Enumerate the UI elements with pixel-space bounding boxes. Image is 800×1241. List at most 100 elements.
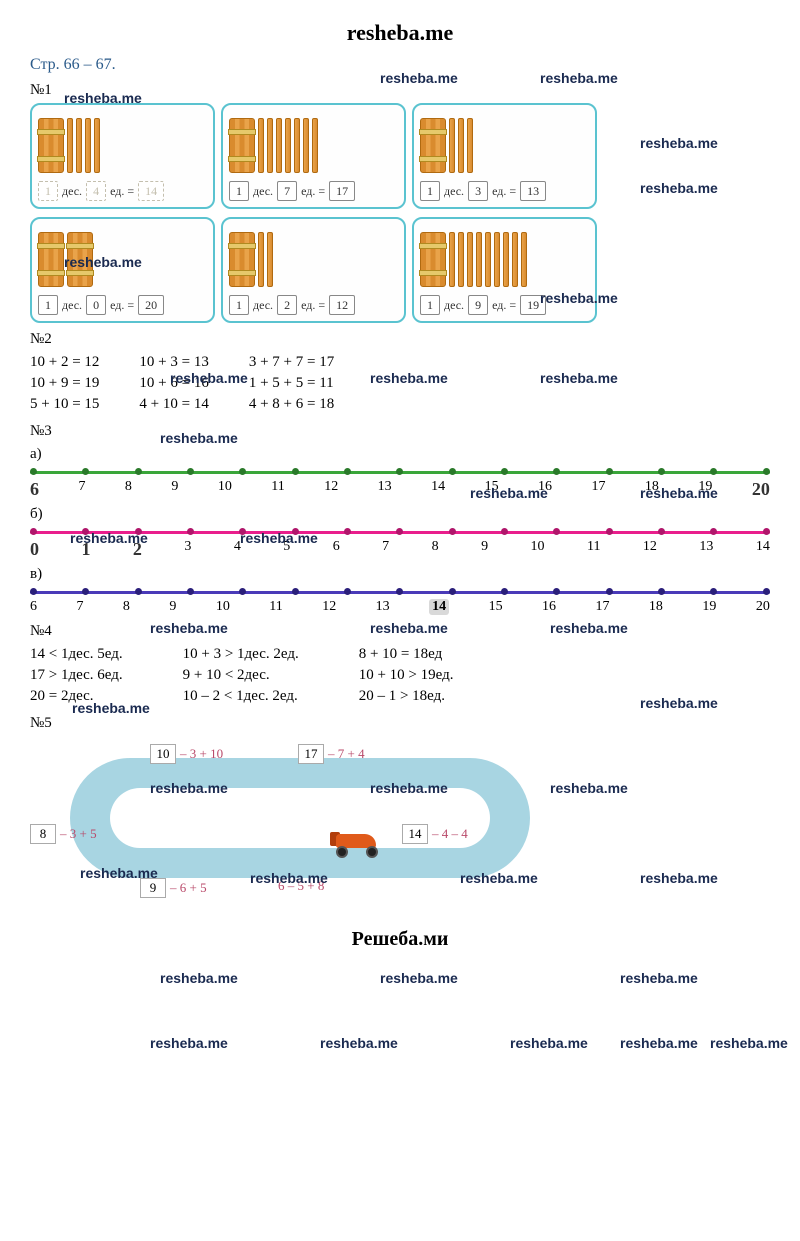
number-label: 9 bbox=[481, 539, 488, 560]
compare-line: 9 + 10 < 2дес. bbox=[183, 665, 299, 686]
number-line bbox=[30, 467, 770, 477]
stick-icon bbox=[294, 118, 300, 173]
page-title: Стр. 66 – 67. bbox=[30, 56, 770, 74]
stick-icon bbox=[467, 232, 473, 287]
number-label: 19 bbox=[702, 599, 716, 615]
formula-expr: 6 – 5 + 8 bbox=[278, 878, 324, 894]
number-label: 1 bbox=[81, 539, 90, 560]
equation: 10 + 2 = 12 bbox=[30, 352, 99, 373]
watermark-text: resheba.me bbox=[620, 970, 698, 986]
watermark-text: resheba.me bbox=[510, 1035, 588, 1051]
number-label: 7 bbox=[76, 599, 83, 615]
compare-column: 8 + 10 = 18ед10 + 10 > 19ед.20 – 1 > 18е… bbox=[359, 644, 454, 707]
number-label: 14 bbox=[756, 539, 770, 560]
stick-card: 1дес.4ед. =14 bbox=[30, 103, 215, 209]
formula-value: 8 bbox=[30, 824, 56, 844]
tens-value: 1 bbox=[229, 295, 249, 315]
formula-value: 14 bbox=[402, 824, 428, 844]
compare-line: 20 – 1 > 18ед. bbox=[359, 686, 454, 707]
tens-label: дес. bbox=[62, 298, 82, 313]
stick-icon bbox=[503, 232, 509, 287]
ones-label: ед. = bbox=[110, 184, 134, 199]
formula-value: 9 bbox=[140, 878, 166, 898]
tens-value: 1 bbox=[420, 295, 440, 315]
formula-expr: – 3 + 10 bbox=[180, 746, 223, 762]
stick-card: 1дес.3ед. =13 bbox=[412, 103, 597, 209]
equation: 4 + 10 = 14 bbox=[139, 394, 208, 415]
number-label: 10 bbox=[216, 599, 230, 615]
tens-label: дес. bbox=[62, 184, 82, 199]
subtask-label: б) bbox=[30, 506, 770, 523]
task5-label: №5 bbox=[30, 715, 770, 732]
stick-icon bbox=[521, 232, 527, 287]
ones-label: ед. = bbox=[492, 184, 516, 199]
number-label: 9 bbox=[169, 599, 176, 615]
tens-label: дес. bbox=[253, 298, 273, 313]
compare-column: 10 + 3 > 1дес. 2ед.9 + 10 < 2дес.10 – 2 … bbox=[183, 644, 299, 707]
equation: 4 + 8 + 6 = 18 bbox=[249, 394, 334, 415]
stick-icon bbox=[512, 232, 518, 287]
equation: 5 + 10 = 15 bbox=[30, 394, 99, 415]
stick-icon bbox=[312, 118, 318, 173]
stick-icon bbox=[258, 232, 264, 287]
task3-lines: а)67891011121314151617181920б)0123456789… bbox=[30, 446, 770, 615]
number-label: 13 bbox=[378, 479, 392, 500]
header-watermark: resheba.me bbox=[30, 20, 770, 46]
stick-bundle-icon bbox=[420, 118, 446, 173]
ones-value: 2 bbox=[277, 295, 297, 315]
race-car-icon bbox=[330, 828, 390, 858]
stick-icon bbox=[449, 232, 455, 287]
task2-cols: 10 + 2 = 1210 + 9 = 195 + 10 = 1510 + 3 … bbox=[30, 352, 770, 415]
stick-bundle-icon bbox=[38, 232, 64, 287]
number-label: 0 bbox=[30, 539, 39, 560]
number-label: 17 bbox=[591, 479, 605, 500]
compare-line: 10 + 3 > 1дес. 2ед. bbox=[183, 644, 299, 665]
number-label: 7 bbox=[78, 479, 85, 500]
watermark-text: resheba.me bbox=[380, 970, 458, 986]
tens-label: дес. bbox=[444, 298, 464, 313]
compare-line: 17 > 1дес. 6ед. bbox=[30, 665, 123, 686]
task4-cols: 14 < 1дес. 5ед.17 > 1дес. 6ед.20 = 2дес.… bbox=[30, 644, 770, 707]
number-label: 14 bbox=[429, 599, 449, 615]
task2-label: №2 bbox=[30, 331, 770, 348]
stick-card: 1дес.9ед. =19 bbox=[412, 217, 597, 323]
number-line-labels: 67891011121314151617181920 bbox=[30, 479, 770, 500]
tens-label: дес. bbox=[253, 184, 273, 199]
number-label: 4 bbox=[234, 539, 241, 560]
tens-value: 1 bbox=[38, 295, 58, 315]
watermark-text: resheba.me bbox=[710, 1035, 788, 1051]
total-value: 12 bbox=[329, 295, 355, 315]
equation: 10 + 9 = 19 bbox=[30, 373, 99, 394]
number-label: 3 bbox=[184, 539, 191, 560]
number-label: 10 bbox=[218, 479, 232, 500]
number-label: 11 bbox=[269, 599, 282, 615]
formula-expr: – 4 – 4 bbox=[432, 826, 468, 842]
number-label: 2 bbox=[133, 539, 142, 560]
stick-bundle-icon bbox=[229, 118, 255, 173]
number-label: 19 bbox=[698, 479, 712, 500]
total-value: 19 bbox=[520, 295, 546, 315]
task4-label: №4 bbox=[30, 623, 770, 640]
compare-line: 14 < 1дес. 5ед. bbox=[30, 644, 123, 665]
formula-value: 17 bbox=[298, 744, 324, 764]
number-label: 13 bbox=[699, 539, 713, 560]
number-label: 12 bbox=[324, 479, 338, 500]
formula-expr: – 3 + 5 bbox=[60, 826, 97, 842]
number-label: 8 bbox=[123, 599, 130, 615]
total-value: 20 bbox=[138, 295, 164, 315]
stick-icon bbox=[258, 118, 264, 173]
formula-box: 14– 4 – 4 bbox=[402, 824, 468, 844]
number-label: 13 bbox=[376, 599, 390, 615]
equation-column: 3 + 7 + 7 = 171 + 5 + 5 = 114 + 8 + 6 = … bbox=[249, 352, 334, 415]
ones-value: 9 bbox=[468, 295, 488, 315]
formula-value: 10 bbox=[150, 744, 176, 764]
total-value: 14 bbox=[138, 181, 164, 201]
number-label: 20 bbox=[756, 599, 770, 615]
tens-label: дес. bbox=[444, 184, 464, 199]
number-line bbox=[30, 527, 770, 537]
number-label: 14 bbox=[431, 479, 445, 500]
formula-expr: – 6 + 5 bbox=[170, 880, 207, 896]
number-label: 15 bbox=[485, 479, 499, 500]
number-label: 6 bbox=[333, 539, 340, 560]
stick-card: 1дес.2ед. =12 bbox=[221, 217, 406, 323]
